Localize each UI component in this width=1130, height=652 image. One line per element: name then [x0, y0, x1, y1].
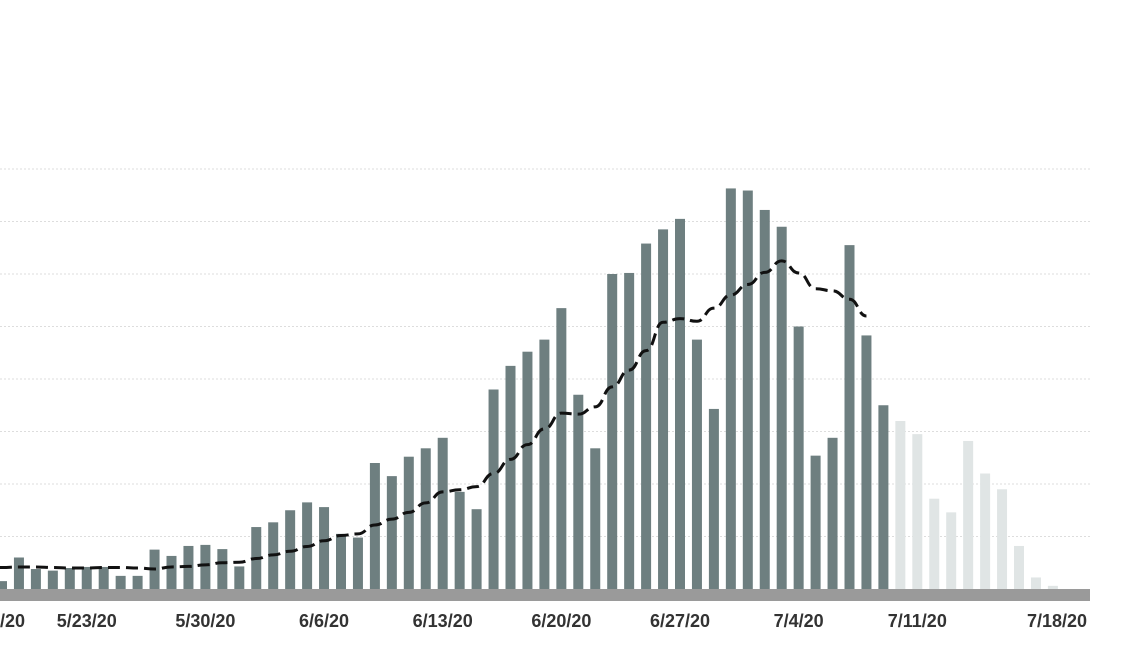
line-layer [0, 259, 867, 571]
bar-reported [98, 566, 109, 589]
bar-reported [319, 507, 330, 589]
x-tick-label: 6/20/20 [531, 611, 591, 631]
bar-reported [47, 570, 58, 589]
bar-reported [590, 448, 601, 589]
bar-incomplete [946, 512, 957, 589]
x-tick-label: 6/6/20 [299, 611, 349, 631]
bar-reported [132, 575, 143, 589]
bar-reported [539, 339, 550, 589]
bar-reported [115, 575, 126, 589]
bar-reported [844, 245, 855, 589]
bar-reported [861, 335, 872, 589]
x-tick-label: 5/23/20 [57, 611, 117, 631]
bar-layer [0, 188, 1058, 590]
bar-incomplete [997, 489, 1008, 589]
bar-reported [285, 510, 296, 589]
bar-reported [505, 365, 516, 589]
bar-incomplete [895, 421, 906, 589]
x-tick-label: 6/13/20 [413, 611, 473, 631]
bar-reported [166, 555, 177, 589]
bar-reported [403, 456, 414, 589]
bar-reported [217, 549, 228, 589]
bar-reported [810, 455, 821, 589]
bar-reported [658, 229, 669, 589]
bar-reported [454, 491, 465, 589]
bar-incomplete [980, 473, 991, 589]
tick-layer: /20 5/23/20 5/30/20 6/6/20 6/13/20 6/20/20 6/2… [0, 611, 1087, 631]
bar-reported [81, 566, 92, 589]
moving-average-line [0, 259, 867, 571]
bar-incomplete [929, 498, 940, 589]
bar-incomplete [963, 440, 974, 589]
bar-reported [336, 533, 346, 589]
bar-reported [556, 308, 567, 589]
bar-incomplete [912, 434, 923, 589]
bar-reported [624, 272, 635, 589]
bar-reported [708, 408, 719, 589]
bar-reported [420, 448, 431, 589]
bar-incomplete [1030, 577, 1041, 589]
x-tick-label: 5/30/20 [175, 611, 235, 631]
bar-reported [573, 394, 584, 589]
x-tick-label: 7/4/20 [774, 611, 824, 631]
bar-reported [522, 351, 533, 589]
bar-reported [725, 188, 736, 590]
bar-reported [437, 437, 448, 589]
x-tick-label: 7/11/20 [888, 611, 947, 631]
bar-reported [200, 544, 211, 589]
bar-reported [675, 218, 685, 589]
bar-reported [827, 437, 838, 589]
x-tick-label: 6/27/20 [650, 611, 710, 631]
bar-reported [64, 568, 75, 589]
x-tick-label: 7/18/20 [1027, 611, 1087, 631]
bar-reported [607, 274, 618, 589]
bar-reported [352, 537, 363, 589]
bar-reported [691, 339, 702, 589]
bar-reported [793, 326, 804, 589]
bar-reported [234, 566, 245, 589]
bar-reported [742, 190, 753, 589]
bar-reported [0, 581, 7, 589]
x-axis-baseline [0, 589, 1090, 601]
bar-incomplete [1014, 545, 1024, 589]
bar-incomplete [1047, 585, 1058, 589]
bar-reported [641, 243, 652, 590]
bar-reported [13, 557, 24, 589]
bar-reported [471, 509, 482, 589]
bar-reported [30, 569, 41, 589]
x-tick-label-partial: /20 [0, 611, 25, 631]
bar-reported [386, 476, 397, 589]
bar-reported [759, 209, 770, 589]
bar-reported [776, 226, 787, 589]
bar-reported [488, 389, 499, 589]
bar-reported [878, 405, 889, 589]
